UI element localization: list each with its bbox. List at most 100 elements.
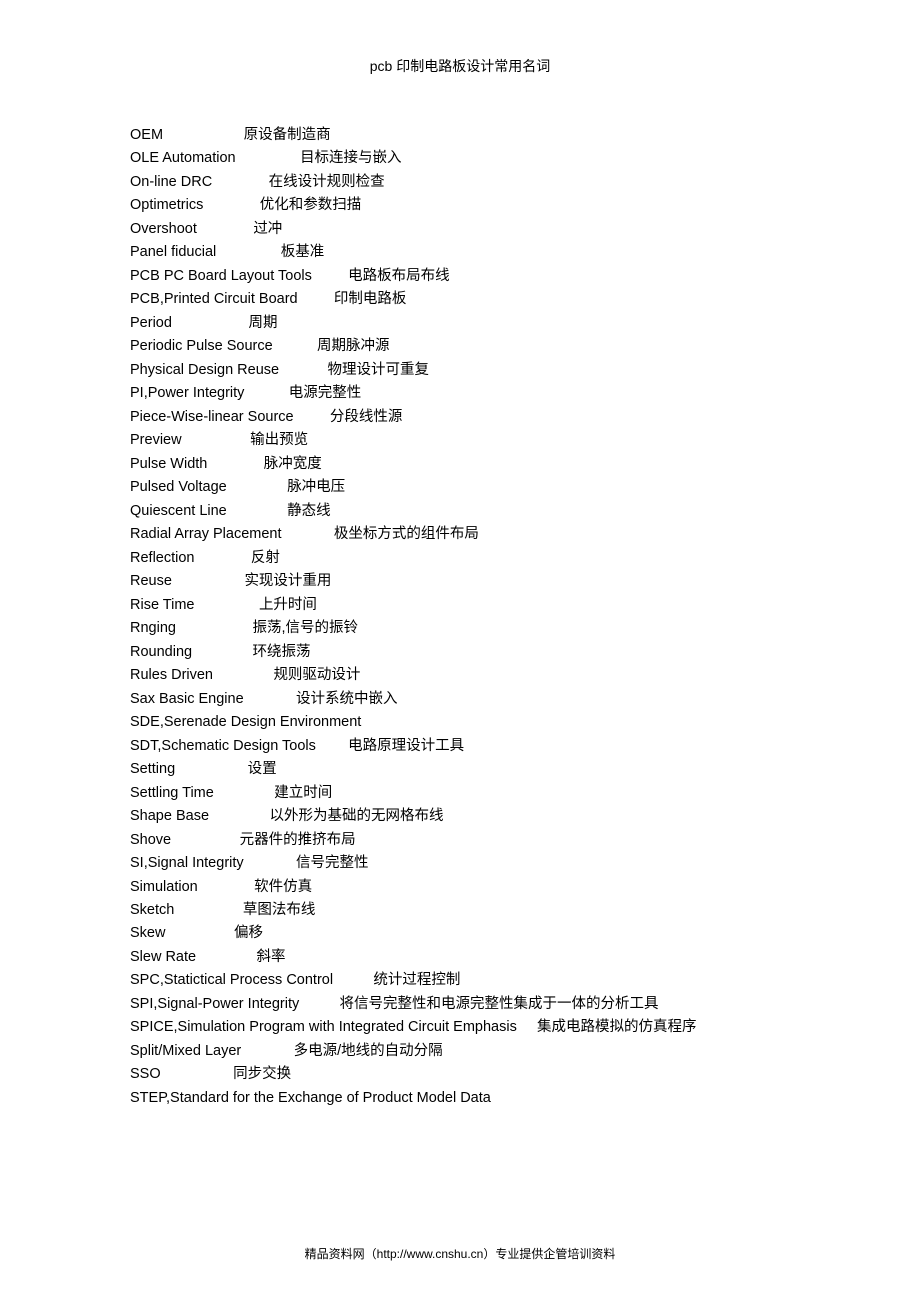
term-chinese: 规则驱动设计 xyxy=(273,667,360,683)
term-separator xyxy=(197,221,253,237)
term-separator xyxy=(282,526,334,542)
term-chinese: 软件仿真 xyxy=(254,879,312,895)
term-english: SI,Signal Integrity xyxy=(130,855,244,871)
term-row: Optimetrics 优化和参数扫描 xyxy=(130,194,790,217)
term-row: SPICE,Simulation Program with Integrated… xyxy=(130,1016,790,1039)
term-separator xyxy=(192,644,252,660)
term-chinese: 电路原理设计工具 xyxy=(348,738,464,754)
term-row: Quiescent Line 静态线 xyxy=(130,500,790,523)
term-english: SPI,Signal-Power Integrity xyxy=(130,996,299,1012)
term-separator xyxy=(298,291,334,307)
term-separator xyxy=(171,832,240,848)
term-row: Sax Basic Engine 设计系统中嵌入 xyxy=(130,688,790,711)
term-separator xyxy=(209,808,269,824)
term-row: OLE Automation 目标连接与嵌入 xyxy=(130,147,790,170)
term-chinese: 在线设计规则检查 xyxy=(269,174,385,190)
term-separator xyxy=(194,597,258,613)
term-chinese: 目标连接与嵌入 xyxy=(300,150,402,166)
term-english: Periodic Pulse Source xyxy=(130,338,273,354)
term-row: SDT,Schematic Design Tools 电路原理设计工具 xyxy=(130,735,790,758)
term-chinese: 原设备制造商 xyxy=(244,127,331,143)
term-english: Radial Array Placement xyxy=(130,526,282,542)
term-separator xyxy=(244,855,296,871)
term-english: Skew xyxy=(130,925,165,941)
term-separator xyxy=(241,1043,293,1059)
term-row: SSO 同步交换 xyxy=(130,1063,790,1086)
term-chinese: 斜率 xyxy=(257,949,286,965)
term-separator xyxy=(172,573,245,589)
term-row: Reuse 实现设计重用 xyxy=(130,570,790,593)
term-row: Skew 偏移 xyxy=(130,922,790,945)
term-chinese: 建立时间 xyxy=(274,785,332,801)
term-separator xyxy=(203,197,259,213)
term-separator xyxy=(196,949,256,965)
term-separator xyxy=(213,667,273,683)
term-row: Simulation 软件仿真 xyxy=(130,876,790,899)
term-separator xyxy=(244,691,296,707)
term-english: Period xyxy=(130,315,172,331)
term-chinese: 优化和参数扫描 xyxy=(260,197,362,213)
term-english: PCB,Printed Circuit Board xyxy=(130,291,298,307)
term-english: Sax Basic Engine xyxy=(130,691,244,707)
term-english: SPC,Statictical Process Control xyxy=(130,972,333,988)
term-chinese: 信号完整性 xyxy=(296,855,369,871)
term-row: Split/Mixed Layer 多电源/地线的自动分隔 xyxy=(130,1040,790,1063)
term-chinese: 以外形为基础的无网格布线 xyxy=(269,808,443,824)
term-chinese: 振荡,信号的振铃 xyxy=(253,620,359,636)
term-row: SPI,Signal-Power Integrity 将信号完整性和电源完整性集… xyxy=(130,993,790,1016)
term-chinese: 设置 xyxy=(248,761,277,777)
term-english: Shove xyxy=(130,832,171,848)
term-chinese: 周期脉冲源 xyxy=(317,338,390,354)
term-separator xyxy=(194,550,250,566)
term-chinese: 印制电路板 xyxy=(334,291,407,307)
term-chinese: 过冲 xyxy=(253,221,282,237)
term-chinese: 电路板布局布线 xyxy=(348,268,450,284)
term-separator xyxy=(294,409,330,425)
term-row: Panel fiducial 板基准 xyxy=(130,241,790,264)
term-row: PCB,Printed Circuit Board 印制电路板 xyxy=(130,288,790,311)
term-row: Slew Rate 斜率 xyxy=(130,946,790,969)
term-english: Reflection xyxy=(130,550,194,566)
term-separator xyxy=(227,479,287,495)
term-english: Overshoot xyxy=(130,221,197,237)
term-separator xyxy=(212,174,268,190)
term-english: Settling Time xyxy=(130,785,214,801)
term-row: PCB PC Board Layout Tools 电路板布局布线 xyxy=(130,265,790,288)
term-separator xyxy=(299,996,339,1012)
term-row: STEP,Standard for the Exchange of Produc… xyxy=(130,1087,790,1110)
term-english: Physical Design Reuse xyxy=(130,362,279,378)
term-chinese: 实现设计重用 xyxy=(244,573,331,589)
term-separator xyxy=(174,902,243,918)
term-row: Piece-Wise-linear Source 分段线性源 xyxy=(130,406,790,429)
term-english: OEM xyxy=(130,127,163,143)
term-chinese: 将信号完整性和电源完整性集成于一体的分析工具 xyxy=(340,996,659,1012)
term-chinese: 分段线性源 xyxy=(330,409,403,425)
term-row: Rounding 环绕振荡 xyxy=(130,641,790,664)
term-separator xyxy=(236,150,300,166)
term-chinese: 静态线 xyxy=(287,503,331,519)
term-english: SSO xyxy=(130,1066,161,1082)
term-row: Radial Array Placement 极坐标方式的组件布局 xyxy=(130,523,790,546)
term-english: PI,Power Integrity xyxy=(130,385,244,401)
term-list: OEM 原设备制造商OLE Automation 目标连接与嵌入On-line … xyxy=(130,124,790,1110)
term-row: Rise Time 上升时间 xyxy=(130,594,790,617)
page-footer: 精品资料网（http://www.cnshu.cn）专业提供企管培训资料 xyxy=(0,1245,920,1262)
term-english: OLE Automation xyxy=(130,150,236,166)
term-separator xyxy=(312,268,348,284)
term-separator xyxy=(161,1066,234,1082)
term-english: Optimetrics xyxy=(130,197,203,213)
term-english: Pulse Width xyxy=(130,456,207,472)
term-separator xyxy=(273,338,317,354)
term-chinese: 集成电路模拟的仿真程序 xyxy=(537,1019,697,1035)
term-english: Rules Driven xyxy=(130,667,213,683)
term-row: Physical Design Reuse 物理设计可重复 xyxy=(130,359,790,382)
term-row: Preview 输出预览 xyxy=(130,429,790,452)
term-row: Pulsed Voltage 脉冲电压 xyxy=(130,476,790,499)
term-chinese: 脉冲宽度 xyxy=(264,456,322,472)
term-chinese: 输出预览 xyxy=(250,432,308,448)
term-english: SDT,Schematic Design Tools xyxy=(130,738,316,754)
term-english: Preview xyxy=(130,432,182,448)
term-row: Period 周期 xyxy=(130,312,790,335)
term-english: Rnging xyxy=(130,620,176,636)
term-english: Shape Base xyxy=(130,808,209,824)
